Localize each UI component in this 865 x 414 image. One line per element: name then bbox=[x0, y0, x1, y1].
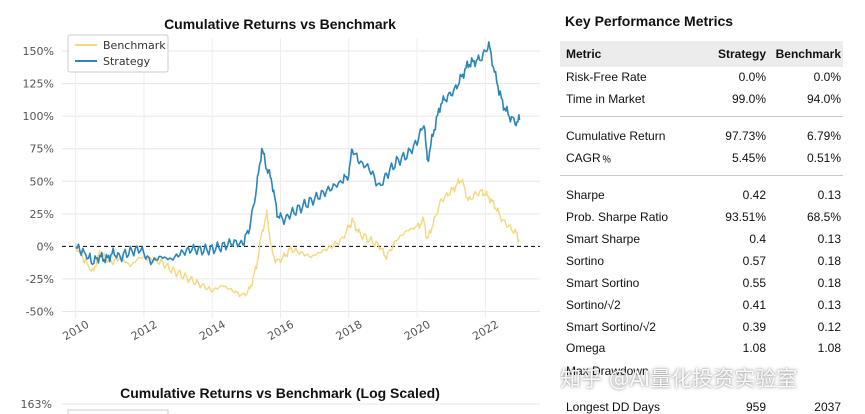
metric-row: Prob. Sharpe Ratio 93.51% 68.5% bbox=[560, 206, 843, 228]
metric-name: Prob. Sharpe Ratio bbox=[566, 210, 669, 224]
strategy-value: 0.0% bbox=[738, 70, 766, 84]
benchmark-value: 0.18 bbox=[817, 254, 841, 268]
benchmark-value: 2037 bbox=[814, 400, 841, 414]
metrics-section-divider bbox=[560, 116, 843, 117]
strategy-value: 0.41 bbox=[742, 298, 766, 312]
metric-name: Sortino/√2 bbox=[566, 298, 621, 312]
x-tick-label: 2022 bbox=[470, 318, 501, 343]
benchmark-value: 0.13 bbox=[817, 298, 841, 312]
y-tick-label: 125% bbox=[23, 78, 54, 91]
log-chart-title: Cumulative Returns vs Benchmark (Log Sca… bbox=[120, 385, 440, 401]
metric-row: CAGR﹪ 5.45% 0.51% bbox=[560, 147, 843, 169]
x-tick-label: 2014 bbox=[197, 318, 228, 343]
metric-row: Longest DD Days 959 2037 bbox=[560, 396, 843, 414]
benchmark-value: 0.12 bbox=[817, 320, 841, 334]
header-strategy: Strategy bbox=[717, 47, 766, 61]
strategy-value: 99.0% bbox=[731, 92, 766, 106]
metric-name: Risk-Free Rate bbox=[566, 70, 647, 84]
metric-row: Time in Market 99.0% 94.0% bbox=[560, 88, 843, 110]
metric-row: Smart Sortino/√2 0.39 0.12 bbox=[560, 316, 843, 338]
metric-row: Cumulative Return 97.73% 6.79% bbox=[560, 125, 843, 147]
header-metric: Metric bbox=[566, 47, 602, 61]
benchmark-value: 0.51% bbox=[806, 151, 841, 165]
strategy-value: 0.57 bbox=[742, 254, 766, 268]
metric-row: Smart Sortino 0.55 0.18 bbox=[560, 272, 843, 294]
log-chart-legend-box bbox=[67, 409, 169, 414]
metric-name: Cumulative Return bbox=[566, 129, 666, 143]
metric-name: Smart Sharpe bbox=[566, 232, 641, 246]
metric-row: Sharpe 0.42 0.13 bbox=[560, 184, 843, 206]
y-tick-label: 75% bbox=[30, 143, 54, 156]
metric-name: Sharpe bbox=[566, 188, 605, 202]
metric-name: Omega bbox=[566, 341, 606, 355]
strategy-value: 5.45% bbox=[731, 151, 766, 165]
benchmark-value: 94.0% bbox=[806, 92, 841, 106]
metric-name: CAGR﹪ bbox=[566, 151, 613, 165]
y-tick-label: 100% bbox=[23, 110, 54, 123]
x-tick-label: 2016 bbox=[265, 318, 296, 343]
metric-name: Smart Sortino/√2 bbox=[566, 320, 656, 334]
chart-title: Cumulative Returns vs Benchmark bbox=[164, 16, 396, 32]
benchmark-value: 0.13 bbox=[817, 232, 841, 246]
legend-label-benchmark: Benchmark bbox=[103, 39, 166, 52]
x-tick-label: 2012 bbox=[129, 318, 160, 343]
chart-legend: Benchmark Strategy bbox=[67, 34, 169, 73]
benchmark-value: 0.18 bbox=[817, 276, 841, 290]
panel-title: Key Performance Metrics bbox=[565, 13, 734, 29]
key-performance-metrics-panel: Key Performance Metrics Metric Strategy … bbox=[560, 0, 865, 414]
x-tick-label: 2018 bbox=[334, 318, 365, 343]
log-scaled-chart: Cumulative Returns vs Benchmark (Log Sca… bbox=[21, 385, 540, 414]
y-tick-label: -25% bbox=[26, 273, 54, 286]
y-tick-label: 50% bbox=[30, 175, 54, 188]
metric-name: Sortino bbox=[566, 254, 605, 268]
series-line-strategy bbox=[75, 41, 521, 266]
strategy-value: 0.39 bbox=[742, 320, 766, 334]
strategy-value: 1.08 bbox=[742, 341, 766, 355]
metric-name: Max Drawdown bbox=[566, 364, 649, 378]
legend-label-strategy: Strategy bbox=[103, 55, 151, 68]
metric-row: Sortino 0.57 0.18 bbox=[560, 250, 843, 272]
y-tick-label: 150% bbox=[23, 45, 54, 58]
metric-row: Omega 1.08 1.08 bbox=[560, 337, 843, 359]
metric-row: Smart Sharpe 0.4 0.13 bbox=[560, 228, 843, 250]
x-tick-label: 2020 bbox=[402, 318, 433, 343]
y-tick-label: 0% bbox=[37, 240, 54, 253]
series-line-benchmark bbox=[75, 178, 520, 298]
metric-name: Longest DD Days bbox=[566, 400, 661, 414]
metric-row: Sortino/√2 0.41 0.13 bbox=[560, 294, 843, 316]
benchmark-value: 6.79% bbox=[806, 129, 841, 143]
metrics-section-divider bbox=[560, 175, 843, 176]
metric-row: Max Drawdown bbox=[560, 360, 843, 382]
benchmark-value: 0.0% bbox=[813, 70, 841, 84]
strategy-value: 93.51% bbox=[725, 210, 766, 224]
strategy-value: 959 bbox=[745, 400, 766, 414]
benchmark-value: 0.13 bbox=[817, 188, 841, 202]
strategy-value: 0.55 bbox=[742, 276, 766, 290]
cumulative-returns-chart: Cumulative Returns vs Benchmark 150% 125%… bbox=[23, 16, 540, 343]
strategy-value: 0.42 bbox=[742, 188, 766, 202]
y-tick-label: -50% bbox=[26, 305, 54, 318]
metric-row: Risk-Free Rate 0.0% 0.0% bbox=[560, 66, 843, 88]
benchmark-value: 68.5% bbox=[806, 210, 841, 224]
benchmark-value: 1.08 bbox=[817, 341, 841, 355]
x-tick-label: 2010 bbox=[61, 318, 92, 343]
strategy-value: 97.73% bbox=[725, 129, 766, 143]
header-benchmark: Benchmark bbox=[775, 47, 841, 61]
y-tick-label: 25% bbox=[30, 208, 54, 221]
metric-name: Time in Market bbox=[566, 92, 645, 106]
log-chart-y-tick: 163% bbox=[21, 398, 52, 411]
metric-name: Smart Sortino bbox=[566, 276, 640, 290]
strategy-value: 0.4 bbox=[749, 232, 766, 246]
metrics-table-header: Metric Strategy Benchmark bbox=[560, 41, 843, 67]
